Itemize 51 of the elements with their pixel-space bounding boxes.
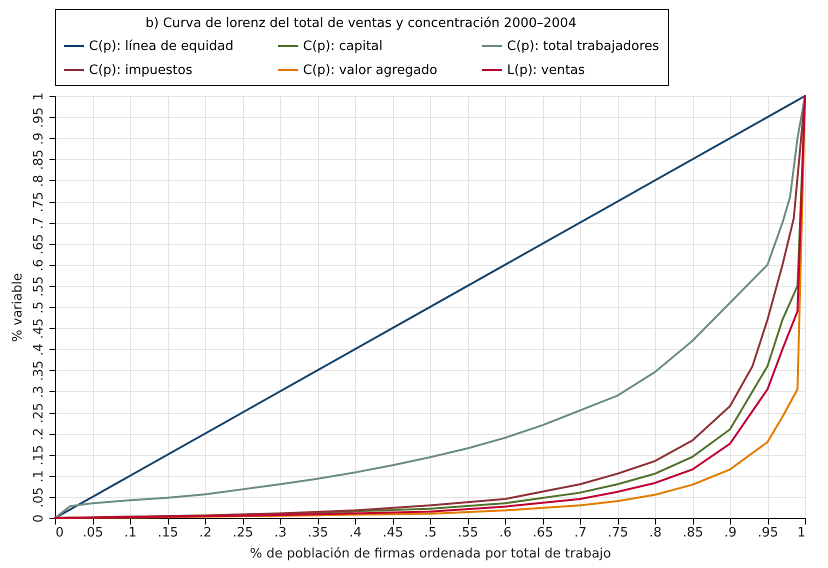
- y-tick-label: .4: [32, 343, 46, 356]
- legend-label: C(p): total trabajadores: [507, 39, 660, 54]
- y-tick-label: .45: [32, 318, 46, 339]
- legend-label: C(p): línea de equidad: [89, 39, 234, 54]
- y-tick-label: .7: [32, 216, 46, 230]
- y-axis-title: % variable: [10, 273, 26, 342]
- x-tick-label: .35: [308, 526, 328, 540]
- x-axis-title: % de población de firmas ordenada por total de trabajo: [250, 546, 612, 562]
- y-tick-label: .2: [32, 428, 46, 440]
- x-tick-label: .5: [424, 526, 437, 540]
- y-tick-label: .65: [32, 234, 46, 255]
- legend-title: b) Curva de lorenz del total de ventas y concentración 2000–2004: [146, 16, 576, 31]
- legend-label: L(p): ventas: [507, 63, 586, 78]
- y-tick-label: .75: [32, 192, 46, 212]
- x-tick-label: .75: [608, 526, 628, 540]
- x-tick-label: .3: [274, 526, 287, 540]
- legend-label: C(p): valor agregado: [303, 63, 438, 78]
- y-tick-label: .1: [32, 470, 46, 483]
- y-tick-label: .6: [32, 259, 46, 272]
- y-tick-label: .8: [32, 174, 46, 188]
- y-tick-label: 1: [32, 92, 46, 101]
- y-tick-label: .15: [32, 444, 46, 466]
- x-tick-label: .15: [158, 526, 178, 540]
- y-tick-label: .85: [32, 149, 46, 170]
- x-tick-label: .1: [124, 526, 137, 540]
- x-tick-label: 0: [56, 526, 64, 540]
- x-tick-label: .9: [724, 526, 737, 540]
- y-tick-label: .95: [32, 107, 46, 128]
- y-tick-label: .9: [32, 132, 46, 145]
- x-tick-label: 1: [797, 526, 806, 540]
- x-tick-label: .4: [349, 526, 362, 540]
- y-tick-label: .5: [32, 301, 46, 314]
- x-tick-label: .45: [382, 526, 404, 540]
- x-tick-label: .6: [499, 526, 512, 540]
- x-tick-label: .55: [458, 526, 478, 540]
- y-tick-label: .25: [32, 402, 46, 424]
- x-tick-label: .8: [649, 526, 662, 540]
- y-tick-label: .55: [32, 276, 46, 297]
- y-tick-label: .3: [32, 386, 46, 398]
- x-tick-label: .85: [682, 526, 704, 540]
- legend-label: C(p): capital: [303, 39, 383, 54]
- x-tick-label: .95: [758, 526, 778, 540]
- x-tick-label: .65: [532, 526, 554, 540]
- legend-label: C(p): impuestos: [89, 63, 193, 78]
- y-tick-label: 0: [32, 514, 46, 523]
- x-tick-label: .05: [82, 526, 104, 540]
- x-tick-label: .25: [232, 526, 254, 540]
- y-tick-label: .05: [32, 487, 46, 508]
- y-tick-label: .35: [32, 360, 46, 382]
- x-tick-label: .2: [199, 526, 212, 540]
- x-tick-label: .7: [574, 526, 587, 540]
